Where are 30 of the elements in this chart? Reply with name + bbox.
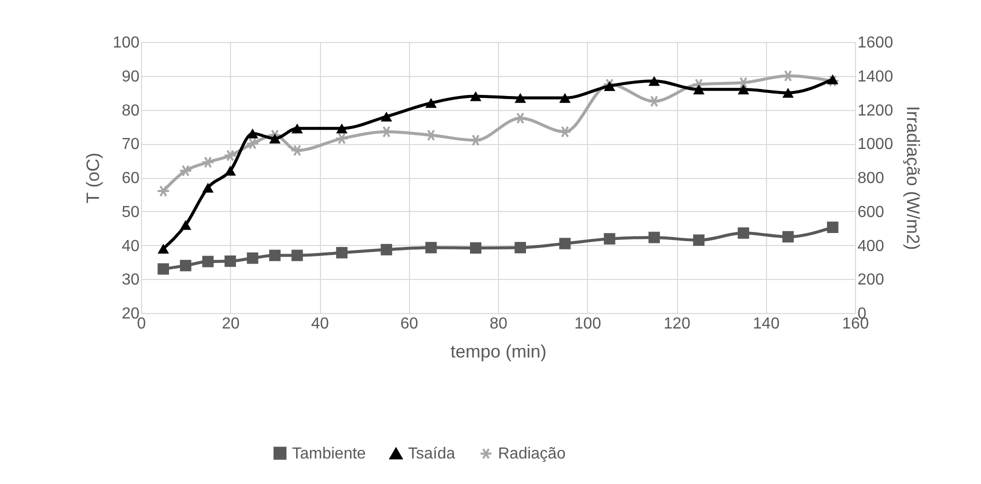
- legend-label: Tambiente: [292, 445, 366, 462]
- y2-axis-title: Irradiação (W/m2): [903, 106, 924, 250]
- legend-label: Tsaída: [408, 446, 456, 463]
- x-axis-title: tempo (min): [450, 342, 547, 362]
- y2-tick-label: 1400: [858, 68, 894, 86]
- legend-label: Radiação: [498, 446, 566, 463]
- y-axis-title: T (oC): [82, 152, 103, 204]
- y-tick-label: 30: [122, 272, 140, 289]
- y2-tick-label: 200: [858, 272, 884, 289]
- y-tick-label: 90: [122, 68, 140, 86]
- x-tick-label: 20: [222, 316, 240, 332]
- y2-tick-label: 1000: [858, 136, 894, 154]
- x-tick-label: 140: [752, 316, 780, 332]
- y-tick-label: 60: [122, 170, 140, 187]
- y-tick-label: 80: [122, 102, 140, 120]
- y-tick-label: 70: [122, 136, 140, 154]
- y2-tick-label: 800: [858, 170, 884, 187]
- x-tick-label: 40: [311, 316, 329, 332]
- x-tick-label: 0: [137, 316, 146, 332]
- y2-tick-label: 1200: [858, 102, 894, 120]
- y2-tick-label: 600: [858, 204, 884, 221]
- y2-tick-label: 1600: [858, 34, 894, 52]
- y2-tick-label: 400: [858, 238, 884, 255]
- x-tick-label: 60: [400, 316, 418, 332]
- x-tick-label: 120: [664, 316, 690, 332]
- y-tick-label: 100: [112, 34, 140, 52]
- y-tick-label: 50: [122, 204, 140, 221]
- x-tick-label: 100: [574, 316, 602, 332]
- x-tick-label: 80: [490, 316, 508, 332]
- y-tick-label: 40: [122, 238, 140, 255]
